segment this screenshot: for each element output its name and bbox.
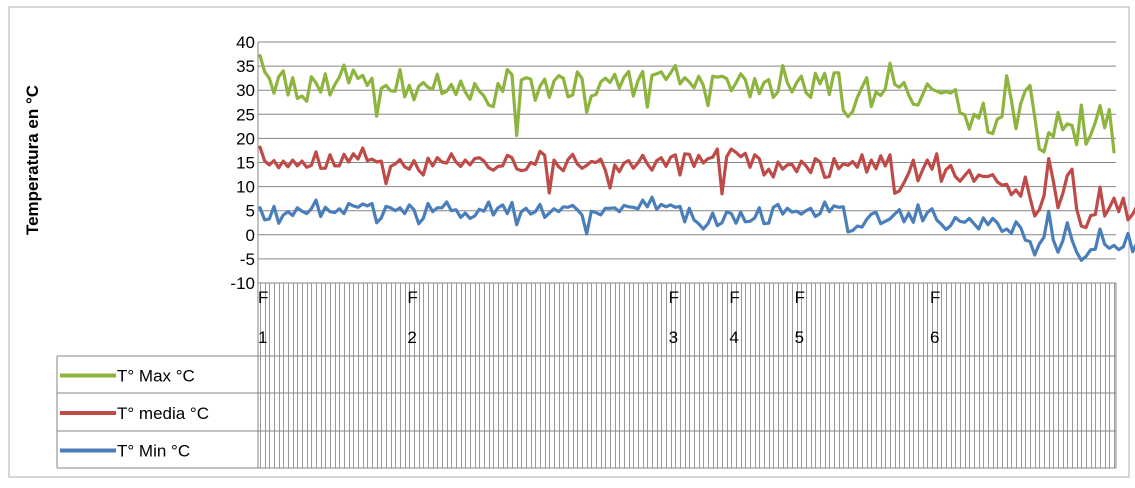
x-tick-label: F [258, 288, 268, 307]
y-tick-label: 25 [236, 105, 255, 124]
y-tick-label: -5 [240, 250, 255, 269]
series-line [258, 53, 1116, 154]
y-axis: 40 35 30 25 20 15 10 5 0 -5 -10 [230, 33, 259, 293]
x-tick-label: F [795, 288, 805, 307]
x-tick-label: F [930, 288, 940, 307]
x-tick-label: 2 [407, 328, 416, 347]
y-axis-label: Temperatura en °C [23, 85, 42, 235]
series-lines [258, 53, 1135, 262]
legend-label: T° media °C [117, 404, 209, 423]
series-line [258, 195, 1135, 262]
legend-label: T° Max °C [117, 367, 195, 386]
x-axis-ticks: F 1 F 2 F 3 F 4 F 5 F 6 [258, 283, 1115, 468]
x-tick-label: 6 [930, 328, 939, 347]
y-tick-label: 20 [236, 129, 255, 148]
legend-label: T° Min °C [117, 442, 190, 461]
y-tick-label: 5 [246, 202, 255, 221]
y-tick-label: 10 [236, 178, 255, 197]
x-tick-label: F [407, 288, 417, 307]
data-table-legend: T° Max °C T° media °C T° Min °C [56, 283, 1117, 469]
x-tick-marks [260, 283, 1115, 468]
x-tick-label: 4 [729, 328, 738, 347]
series-line [258, 145, 1135, 230]
y-tick-label: 40 [236, 33, 255, 52]
y-tick-label: 0 [246, 226, 255, 245]
x-tick-label: 3 [669, 328, 678, 347]
y-tick-label: 30 [236, 81, 255, 100]
x-tick-label: F [669, 288, 679, 307]
x-tick-label: 1 [258, 328, 267, 347]
y-tick-label: -10 [230, 274, 255, 293]
y-tick-label: 15 [236, 154, 255, 173]
y-tick-label: 35 [236, 57, 255, 76]
x-tick-label: F [729, 288, 739, 307]
x-tick-label: 5 [795, 328, 804, 347]
